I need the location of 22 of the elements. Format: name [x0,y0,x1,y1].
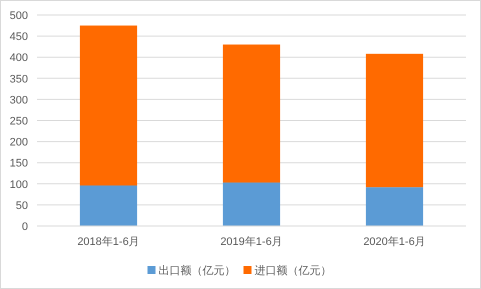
x-tick-label: 2020年1-6月 [363,236,426,248]
y-tick-label: 350 [10,73,28,86]
legend-label: 进口额（亿元） [254,264,332,277]
bar [222,182,280,226]
x-tick-label: 2019年1-6月 [220,236,283,248]
y-tick-label: 250 [10,116,28,128]
bar [80,185,138,226]
y-tick-label: 50 [16,200,28,212]
x-tick-label: 2018年1-6月 [77,236,140,248]
y-tick-label: 100 [10,178,28,191]
y-tick-label: 400 [10,52,28,64]
y-tick-label: 500 [10,10,28,22]
bar [222,44,280,183]
y-tick-label: 450 [10,31,28,44]
y-tick-label: 200 [10,136,28,149]
bar [366,187,424,226]
bar [80,26,138,186]
y-tick-label: 0 [22,221,28,233]
bar [366,54,424,188]
y-tick-label: 300 [10,94,28,106]
y-tick-label: 150 [10,158,28,170]
legend-label: 出口额（亿元） [158,264,236,277]
